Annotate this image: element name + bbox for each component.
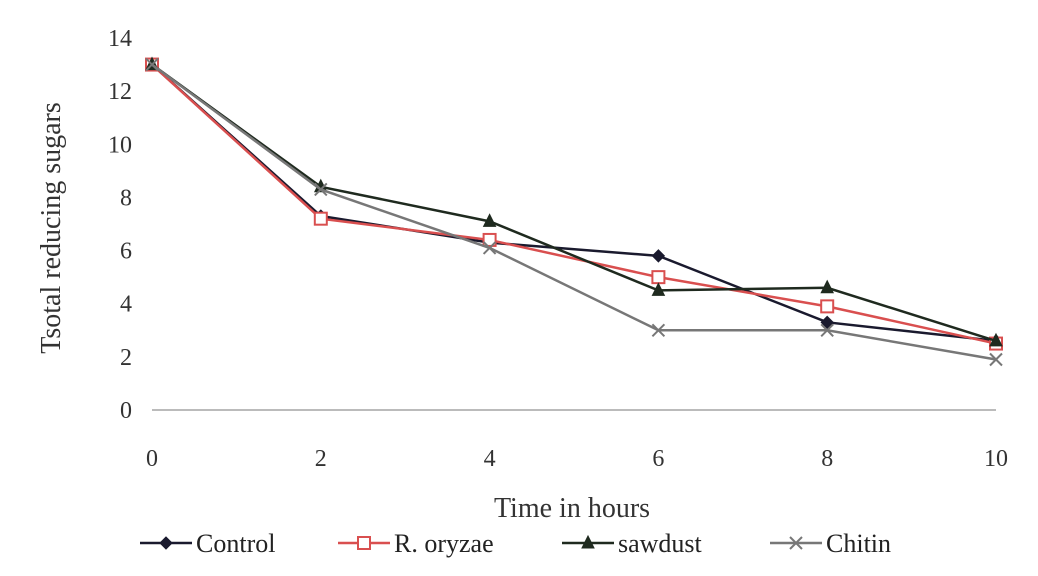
- y-tick-label: 0: [120, 398, 132, 424]
- y-axis-title: Tsotal reducing sugars: [36, 102, 67, 354]
- legend-marker: [159, 536, 173, 550]
- data-point: [482, 232, 497, 247]
- x-axis-ticks: 0 2 4 6 8 10: [146, 446, 1008, 472]
- series-layer: [145, 56, 1003, 367]
- x-tick-label: 2: [315, 446, 327, 472]
- data-point: [313, 211, 328, 226]
- data-point: [820, 279, 835, 294]
- series-line: [151, 63, 997, 343]
- x-axis-title: Time in hours: [494, 493, 650, 524]
- data-point: [482, 213, 497, 227]
- data-point: [989, 332, 1003, 347]
- legend-marker: [789, 536, 803, 550]
- y-axis-ticks: 0 2 4 6 8 10 12 14: [108, 26, 132, 424]
- series-chitin: [145, 57, 1003, 367]
- series-sawdust: [145, 56, 1003, 347]
- legend-label: Control: [196, 529, 275, 558]
- data-point: [651, 270, 666, 285]
- legend-label: Chitin: [826, 529, 891, 558]
- data-point: [145, 57, 159, 72]
- data-point: [820, 323, 834, 337]
- data-point: [820, 299, 835, 314]
- y-tick-label: 14: [108, 26, 132, 52]
- legend-label: sawdust: [618, 529, 703, 558]
- y-tick-label: 2: [120, 345, 132, 371]
- series-line: [151, 63, 997, 361]
- data-point: [989, 352, 1003, 367]
- series-r-oryzae: [145, 57, 1003, 351]
- data-point: [651, 249, 666, 263]
- x-tick-label: 6: [652, 446, 664, 472]
- data-point: [482, 241, 497, 255]
- y-tick-label: 8: [120, 185, 132, 211]
- legend-marker: [357, 536, 371, 550]
- y-tick-label: 10: [108, 132, 132, 158]
- data-point: [314, 182, 328, 197]
- data-point: [820, 315, 834, 330]
- data-point: [651, 323, 666, 337]
- legend: Control R. oryzae sawdust Chitin: [140, 529, 891, 558]
- x-tick-label: 8: [821, 446, 833, 472]
- x-tick-label: 10: [984, 446, 1008, 472]
- y-tick-label: 6: [120, 239, 132, 265]
- series-line: [151, 63, 997, 345]
- legend-label: R. oryzae: [394, 529, 494, 558]
- y-tick-label: 12: [108, 79, 132, 105]
- x-tick-label: 4: [484, 446, 496, 472]
- y-tick-label: 4: [120, 292, 132, 318]
- series-line: [151, 63, 997, 343]
- x-tick-label: 0: [146, 446, 158, 472]
- legend-marker: [581, 534, 595, 549]
- data-point: [651, 282, 666, 296]
